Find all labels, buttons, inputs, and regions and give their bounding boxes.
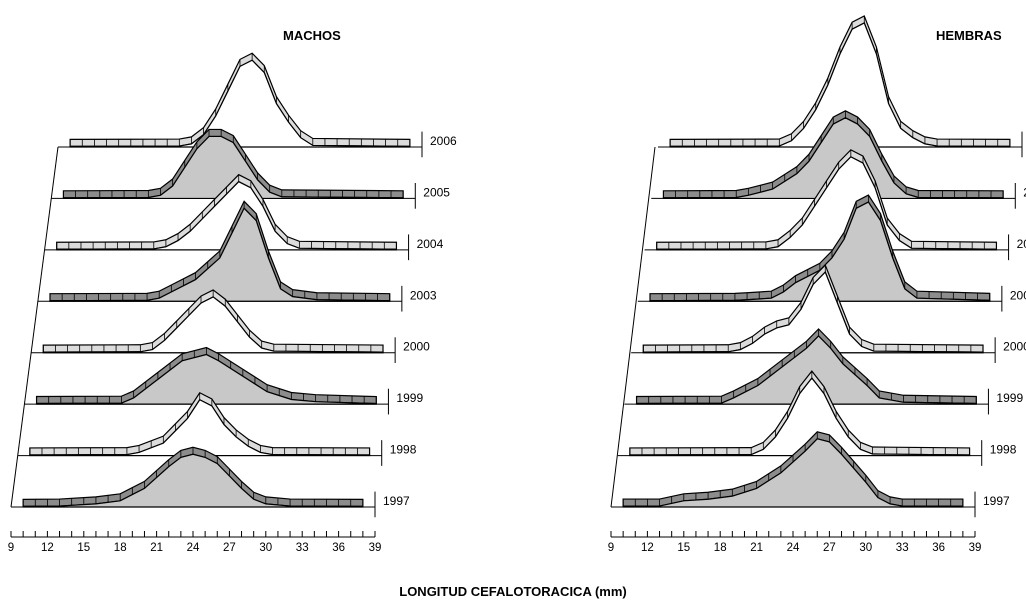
ridge-area (35, 353, 377, 405)
year-label: 2003 (410, 288, 437, 302)
ridge-area (662, 117, 1004, 200)
x-tick-label: 30 (859, 542, 872, 554)
ridge-2004: 2004 (644, 149, 1026, 261)
x-tick-label: 36 (932, 542, 945, 554)
x-tick-label: 18 (714, 542, 727, 554)
ridge-area (69, 59, 411, 148)
ridge-2000: 2000 (31, 289, 430, 363)
year-label: 2005 (1023, 185, 1026, 199)
x-tick-label: 9 (8, 542, 14, 554)
year-label: 1998 (990, 443, 1017, 457)
year-label: 2006 (430, 134, 457, 148)
year-label: 2005 (423, 185, 450, 199)
x-tick-label: 9 (608, 542, 614, 554)
x-tick-label: 12 (41, 542, 54, 554)
x-tick-label: 39 (369, 542, 382, 554)
ridge-1999: 1999 (24, 346, 423, 415)
panel-hembras: HEMBRAS 20062005200420032000199919981997… (608, 15, 1026, 554)
ridge-area (56, 180, 398, 251)
ridge-area (656, 156, 998, 251)
panel-title-hembras: HEMBRAS (936, 28, 1002, 43)
x-tick-label: 18 (114, 542, 127, 554)
year-label: 2004 (1017, 237, 1026, 251)
ridge-1997: 1997 (611, 431, 1010, 518)
ridge-area (635, 335, 977, 405)
year-label: 1999 (396, 391, 423, 405)
x-tick-label: 27 (823, 542, 836, 554)
x-tick-label: 24 (787, 542, 800, 554)
year-label: 1998 (390, 443, 417, 457)
x-tick-label: 30 (259, 542, 272, 554)
year-label: 1997 (983, 494, 1010, 508)
x-tick-label: 33 (296, 542, 309, 554)
ridge-area (642, 271, 984, 354)
x-axis-label: LONGITUD CEFALOTORACICA (mm) (399, 584, 627, 599)
panel-title-machos: MACHOS (283, 28, 341, 43)
year-label: 2000 (1003, 340, 1026, 354)
year-label: 2003 (1010, 288, 1026, 302)
depth-axis (610, 146, 656, 508)
ridge-2003: 2003 (37, 200, 437, 312)
x-tick-label: 24 (187, 542, 200, 554)
x-tick-label: 15 (77, 542, 90, 554)
x-axis: 9 12 15 18 21 24 27 30 33 36 39 (8, 531, 382, 554)
x-tick-label: 33 (896, 542, 909, 554)
x-tick-label: 15 (677, 542, 690, 554)
x-tick-label: 27 (223, 542, 236, 554)
ridge-1997: 1997 (11, 446, 410, 518)
year-label: 1997 (383, 494, 410, 508)
x-tick-label: 12 (641, 542, 654, 554)
year-label: 2000 (403, 340, 430, 354)
x-tick-label: 21 (750, 542, 763, 554)
depth-axis (10, 146, 59, 508)
ridge-1998: 1998 (617, 370, 1017, 466)
x-tick-label: 36 (332, 542, 345, 554)
ridge-area (62, 135, 404, 200)
ridge-area (49, 207, 391, 302)
ridge-2000: 2000 (631, 264, 1026, 363)
x-tick-label: 39 (969, 542, 982, 554)
x-tick-label: 21 (150, 542, 163, 554)
year-label: 2004 (417, 237, 444, 251)
panel-machos: MACHOS 2006 2005 2004 2003 2000 1999 1998 1997 9… (8, 28, 457, 554)
x-axis: 9 12 15 18 21 24 27 30 33 36 39 (608, 531, 982, 554)
ridge-2006: 2006 (58, 52, 457, 158)
year-label: 1999 (996, 391, 1023, 405)
